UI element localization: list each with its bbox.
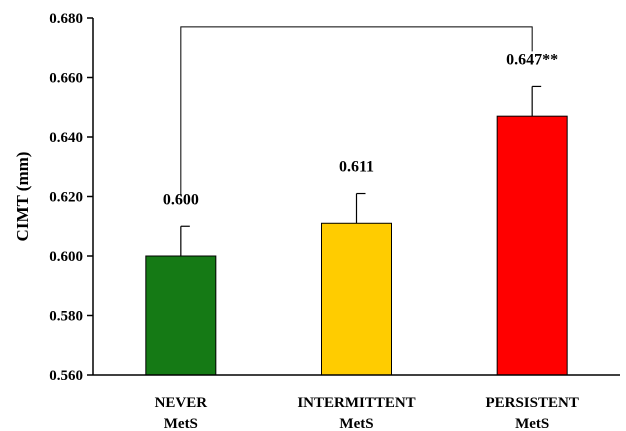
x-tick-label: MetS: [339, 416, 373, 431]
x-tick-label: MetS: [515, 416, 549, 431]
bar: [321, 222, 392, 376]
y-axis: 0.560 0.580 0.600 0.620 0.640 0.660 0.680: [49, 11, 94, 384]
x-axis: NEVER MetS INTERMITTENT MetS PERSISTENT MetS: [93, 374, 620, 431]
bar: [496, 115, 568, 376]
data-label: 0.647**: [506, 51, 558, 68]
bars: 0.600 0.611 0.647**: [145, 51, 568, 376]
y-tick-label: 0.600: [49, 249, 83, 265]
y-tick-label: 0.580: [49, 309, 83, 325]
x-tick-label: INTERMITTENT: [297, 395, 415, 411]
y-tick-label: 0.660: [49, 71, 83, 87]
data-label: 0.611: [339, 159, 374, 176]
data-label: 0.600: [163, 191, 199, 208]
x-tick-label: NEVER: [155, 395, 208, 411]
x-tick-label: MetS: [164, 416, 198, 431]
bracket-line: [180, 26, 533, 197]
significance-bracket: [180, 26, 533, 197]
y-tick-label: 0.560: [49, 368, 83, 384]
x-tick-label: PERSISTENT: [485, 395, 578, 411]
y-tick-label: 0.620: [49, 190, 83, 206]
bar: [145, 255, 217, 376]
y-tick-label: 0.680: [49, 11, 83, 27]
y-axis-title: CIMT (mm): [13, 152, 32, 242]
y-tick-label: 0.640: [49, 130, 83, 146]
